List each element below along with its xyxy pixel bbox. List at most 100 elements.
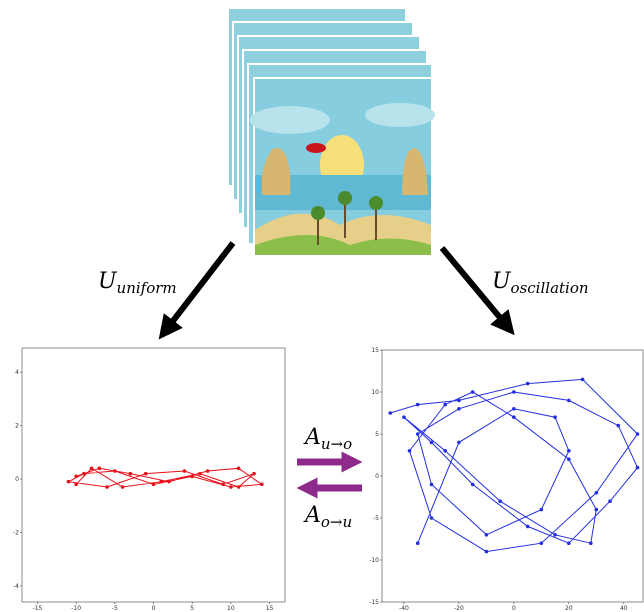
y-tick-label: 0 (375, 473, 379, 480)
point (89, 466, 94, 471)
y-tick-label: -15 (369, 599, 379, 606)
point (498, 499, 502, 504)
point (113, 469, 117, 473)
point (580, 377, 585, 382)
point (484, 533, 489, 537)
arrow (158, 241, 236, 340)
point (221, 482, 225, 487)
point (512, 390, 516, 394)
point (457, 407, 461, 411)
point (567, 449, 571, 453)
x-tick-label: 5 (190, 605, 194, 612)
point (429, 440, 434, 445)
x-tick-label: 40 (620, 605, 628, 612)
x-tick-label: 10 (227, 605, 235, 612)
label-base: U (492, 269, 512, 294)
y-tick-label: -5 (373, 515, 379, 522)
label-base: A (303, 503, 321, 528)
x-tick-label: 15 (266, 605, 274, 612)
x-tick-label: 0 (152, 605, 156, 612)
point (236, 485, 241, 489)
y-tick-label: -10 (369, 557, 379, 564)
point (82, 471, 86, 476)
point (457, 440, 461, 445)
plot-frame (21, 347, 286, 603)
point (525, 381, 530, 386)
point (484, 549, 489, 554)
point (105, 485, 109, 489)
point (259, 482, 264, 487)
game-frame (250, 77, 435, 257)
y-tick-label: 15 (371, 347, 379, 354)
x-tick-label: -40 (399, 605, 409, 612)
arrow (439, 246, 515, 336)
x-tick-label: -10 (71, 605, 81, 612)
point (167, 479, 171, 484)
point (608, 499, 612, 504)
point (443, 449, 447, 453)
point (66, 479, 71, 484)
point (388, 411, 393, 415)
x-tick-label: 20 (565, 605, 573, 612)
point (589, 541, 593, 545)
point (594, 507, 599, 512)
label-sub: oscillation (511, 279, 589, 297)
point (143, 471, 148, 476)
point (128, 471, 133, 476)
point (616, 423, 621, 428)
point (198, 471, 202, 476)
label: Uuniform (98, 269, 177, 297)
point (635, 465, 640, 470)
label-base: A (303, 425, 321, 450)
point (74, 474, 78, 479)
point (97, 466, 102, 471)
label: Uoscillation (492, 269, 589, 297)
point (429, 516, 434, 520)
point (512, 407, 516, 411)
point (190, 474, 194, 479)
label-sub: u→o (321, 435, 352, 453)
point (457, 398, 461, 403)
y-tick-label: 10 (371, 389, 379, 396)
point (415, 432, 420, 436)
point (159, 479, 164, 484)
point (415, 541, 420, 545)
point (594, 491, 599, 495)
y-tick-label: -2 (13, 529, 19, 536)
point (567, 457, 571, 462)
point (470, 482, 475, 487)
point (512, 415, 516, 420)
label: Ao→u (303, 503, 352, 531)
point (402, 415, 406, 420)
point (553, 533, 557, 537)
point (205, 469, 210, 473)
point (74, 482, 78, 487)
x-tick-label: -15 (33, 605, 43, 612)
point (120, 485, 125, 489)
x-tick-label: 0 (512, 605, 516, 612)
y-tick-label: 2 (15, 423, 19, 430)
point (539, 541, 544, 545)
point (236, 466, 241, 471)
point (151, 482, 156, 487)
label: Au→o (303, 425, 352, 453)
point (470, 390, 475, 394)
point (182, 469, 187, 473)
point (539, 507, 544, 512)
label-sub: uniform (117, 279, 177, 297)
y-tick-label: 0 (15, 476, 19, 483)
point (525, 524, 530, 529)
point (407, 449, 412, 453)
point (635, 432, 640, 436)
y-tick-label: 4 (15, 369, 19, 376)
label-sub: o→u (321, 513, 352, 531)
x-tick-label: -20 (454, 605, 464, 612)
y-tick-label: -4 (13, 583, 19, 590)
point (429, 482, 434, 487)
point (415, 402, 420, 407)
point (443, 402, 447, 407)
x-tick-label: -5 (112, 605, 118, 612)
point (553, 415, 557, 420)
point (229, 485, 233, 489)
